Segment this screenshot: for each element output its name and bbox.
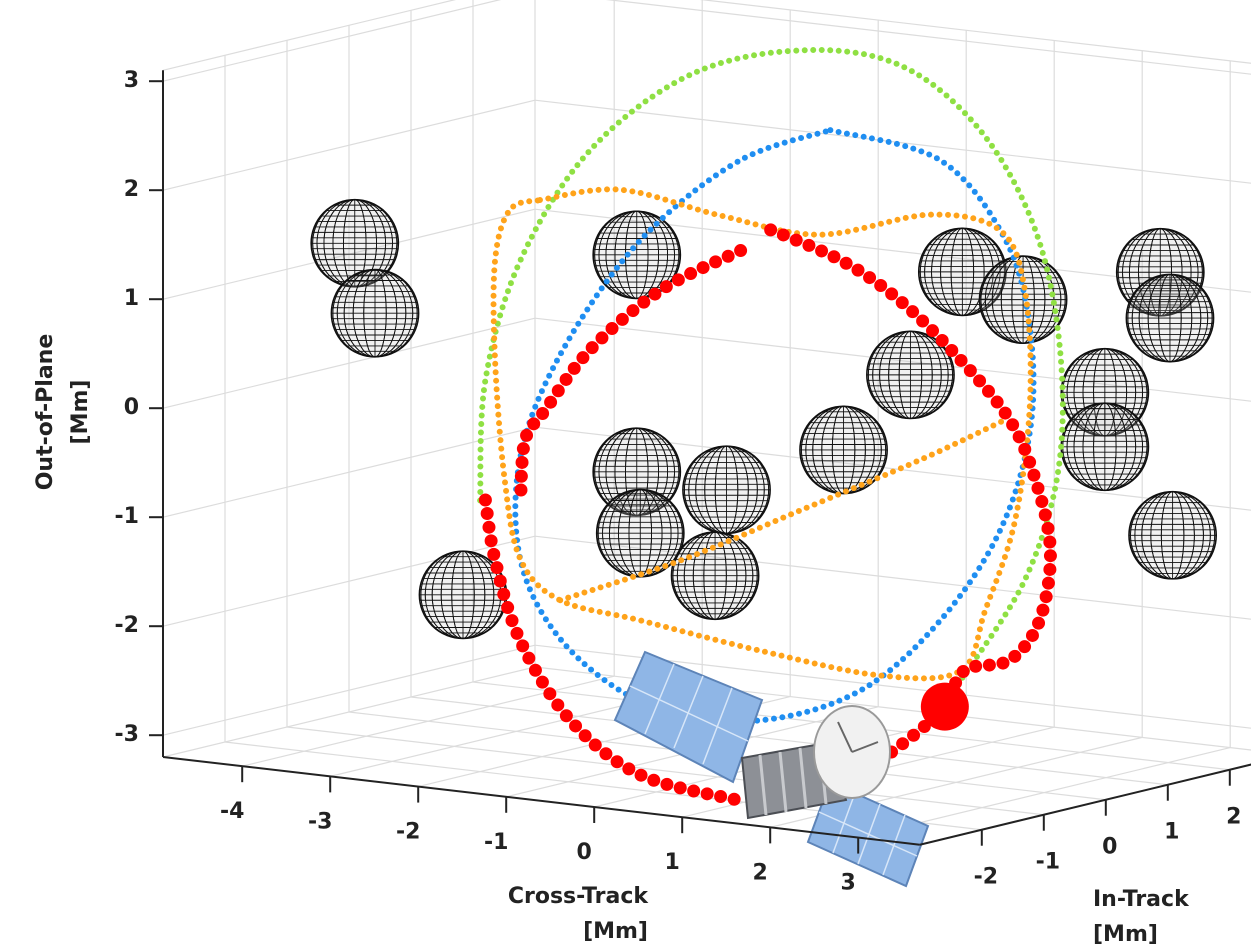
z-tick-label: -1: [115, 504, 139, 529]
x-tick-label: 3: [841, 871, 856, 896]
z-tick-label: -3: [115, 722, 139, 747]
chart: -3 -2 -1 0 1 2 3 -4 -3 -2 -1 0 1 2 3 -2 -1 0 1 2 Out-of-Plan…: [0, 0, 1251, 951]
obstacle-sphere: [1061, 403, 1148, 490]
current-position: [921, 683, 969, 731]
x-tick-label: 0: [577, 840, 592, 865]
x-tick-label: 1: [665, 850, 680, 875]
box-edge: [535, 0, 1251, 68]
obstacle-sphere: [671, 532, 758, 619]
obstacle-sphere: [331, 270, 418, 357]
obstacle-sphere: [683, 446, 770, 533]
y-tick-label: 2: [1226, 805, 1241, 830]
z-tick-label: 2: [124, 177, 139, 202]
y-tick-label: -2: [974, 865, 998, 890]
y-tick-label: -1: [1036, 850, 1060, 875]
x-tick-label: -3: [308, 809, 332, 834]
grid-line: [535, 100, 1251, 188]
y-axis-label: [Mm]: [1093, 922, 1158, 947]
z-tick-label: 3: [124, 68, 139, 93]
trajectory-dots: [515, 130, 1033, 721]
x-tick-label: 2: [753, 860, 768, 885]
y-axis: [920, 755, 1251, 845]
page: -3 -2 -1 0 1 2 3 -4 -3 -2 -1 0 1 2 3 -2 -1 0 1 2 Out-of-Plan…: [0, 0, 1251, 951]
y-axis-label: In-Track: [1093, 887, 1190, 912]
obstacles: [311, 200, 1216, 639]
x-tick-label: -4: [220, 799, 244, 824]
satellite: [615, 652, 928, 886]
z-tick-label: -2: [115, 613, 139, 638]
panel: [615, 652, 762, 782]
z-tick-label: 1: [124, 286, 139, 311]
z-axis-label: [Mm]: [68, 380, 93, 445]
obstacle-sphere: [1126, 274, 1213, 361]
obstacle-sphere: [1129, 492, 1216, 579]
x-axis-label: [Mm]: [583, 919, 648, 944]
obstacle-sphere: [800, 406, 887, 493]
z-tick-label: 0: [124, 395, 139, 420]
y-tick-label: 1: [1164, 820, 1179, 845]
z-axis-label: Out-of-Plane: [33, 334, 58, 491]
x-tick-label: -1: [484, 830, 508, 855]
y-tick-label: 0: [1102, 835, 1117, 860]
x-tick-label: -2: [396, 820, 420, 845]
x-axis-label: Cross-Track: [508, 884, 650, 909]
grid-line: [535, 0, 1251, 79]
trajectory-dots: [480, 50, 1063, 680]
